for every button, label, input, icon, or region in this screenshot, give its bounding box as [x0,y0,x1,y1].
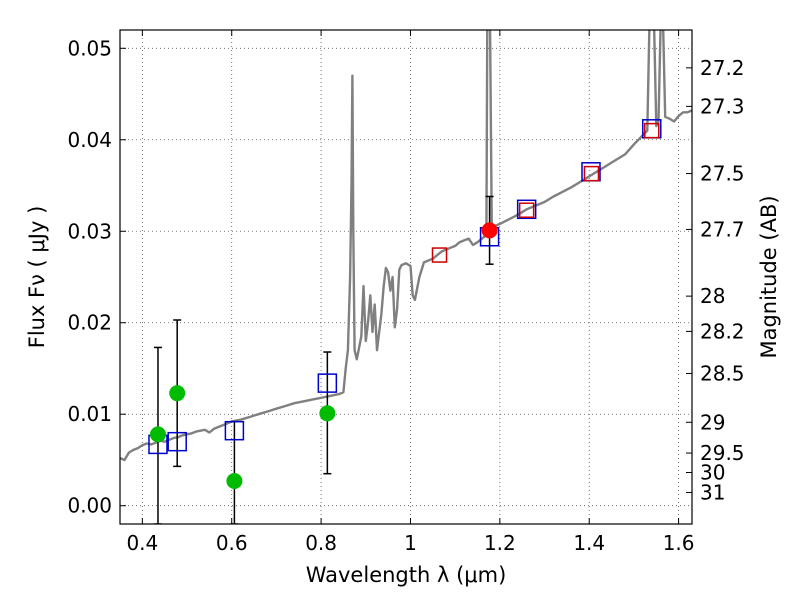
x-tick-label: 0.6 [216,531,248,555]
spectrum-line [120,30,692,462]
x-tick-label: 0.8 [305,531,337,555]
photometry-square [583,165,600,182]
photometry-square [431,247,448,263]
x-tick-label: 1.6 [663,531,695,555]
plot-background [120,30,692,524]
y2-tick-label: 30 [700,460,725,484]
photometry-square [644,122,660,139]
observed-point [319,405,336,422]
y-tick-label: 0.04 [67,128,112,152]
y2-tick-label: 28 [700,284,725,308]
x-tick-label: 1 [404,531,417,555]
photometry-square [516,199,537,220]
plot-frame [119,29,693,525]
grid-lines [120,30,692,524]
photometry-square [224,420,245,441]
y-tick-label: 0.00 [67,494,112,518]
x-tick-label: 1.2 [484,531,516,555]
y2-tick-label: 27.7 [700,217,745,241]
y-axis-title: Flux Fν ( μJy ) [25,206,49,349]
y2-tick-label: 28.5 [700,361,745,385]
axis-ticks: 0.4 0.6 0.8 1 1.2 1.4 1.6 0.00 0.01 0.02 0.03 0.04 0… [67,30,745,555]
y2-tick-label: 31 [700,480,725,504]
observed-point [149,426,166,443]
photometry-square [317,373,338,393]
y2-tick-label: 27.2 [700,56,745,80]
photometry-square [518,202,535,218]
y-tick-label: 0.05 [67,36,112,60]
observed-point [226,473,243,490]
x-axis-title: Wavelength λ (μm) [306,563,507,587]
y-tick-label: 0.03 [67,219,112,243]
x-tick-label: 1.4 [573,531,605,555]
y2-tick-label: 27.3 [700,94,745,118]
y2-tick-label: 28.2 [700,319,745,343]
observed-point [481,222,498,239]
x-tick-label: 0.4 [126,531,158,555]
y2-axis-title: Magnitude (AB) [757,195,781,358]
observed-point [169,385,186,402]
photometry-square [167,431,187,452]
y-tick-label: 0.01 [67,402,112,426]
y2-tick-label: 27.5 [700,162,745,186]
y2-tick-label: 29.5 [700,441,745,465]
y2-tick-label: 29 [700,410,725,434]
plot-area [120,30,692,524]
y-tick-label: 0.02 [67,311,112,335]
